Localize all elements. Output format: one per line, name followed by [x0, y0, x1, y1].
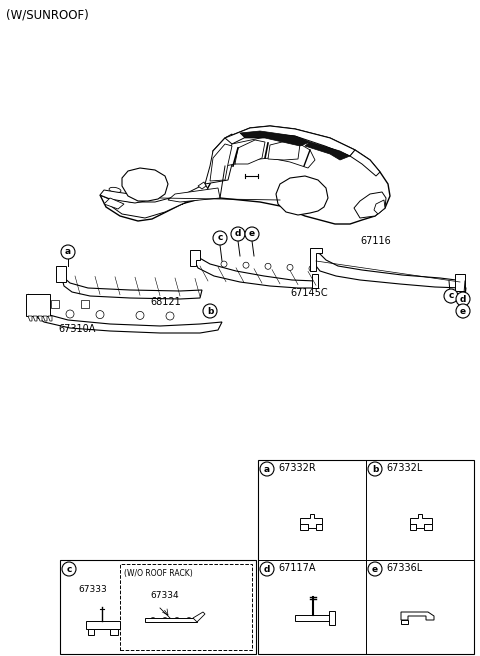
- Circle shape: [444, 289, 458, 303]
- Text: 67310A: 67310A: [58, 324, 96, 334]
- Polygon shape: [145, 618, 197, 622]
- Circle shape: [245, 227, 259, 241]
- Bar: [258, 460, 474, 654]
- Bar: [51, 300, 59, 308]
- Polygon shape: [276, 176, 328, 215]
- Polygon shape: [312, 274, 318, 288]
- Text: 67334: 67334: [150, 592, 179, 600]
- Text: 67332L: 67332L: [386, 463, 422, 473]
- Text: a: a: [264, 464, 270, 474]
- Text: 67336L: 67336L: [386, 563, 422, 573]
- Text: 67116: 67116: [360, 236, 391, 246]
- Polygon shape: [310, 248, 322, 271]
- Text: a: a: [65, 247, 71, 256]
- Polygon shape: [193, 612, 205, 622]
- Polygon shape: [28, 316, 32, 321]
- Circle shape: [456, 292, 470, 306]
- Text: b: b: [372, 464, 378, 474]
- Text: (W/SUNROOF): (W/SUNROOF): [6, 8, 89, 21]
- Bar: [120, 564, 252, 650]
- Polygon shape: [329, 611, 335, 625]
- Polygon shape: [28, 294, 222, 333]
- Text: e: e: [249, 230, 255, 239]
- Polygon shape: [350, 150, 380, 176]
- Polygon shape: [300, 514, 322, 528]
- Polygon shape: [225, 126, 355, 156]
- Circle shape: [368, 562, 382, 576]
- Text: c: c: [217, 234, 223, 243]
- Polygon shape: [26, 294, 50, 316]
- Polygon shape: [38, 316, 42, 321]
- Text: d: d: [460, 295, 466, 304]
- Polygon shape: [108, 184, 208, 218]
- Circle shape: [260, 562, 274, 576]
- Text: c: c: [448, 291, 454, 300]
- Bar: [81, 300, 89, 308]
- Circle shape: [456, 304, 470, 318]
- Polygon shape: [316, 524, 322, 530]
- Polygon shape: [43, 316, 47, 321]
- Polygon shape: [410, 514, 432, 528]
- Polygon shape: [225, 136, 315, 168]
- Polygon shape: [354, 192, 386, 218]
- Polygon shape: [455, 274, 465, 291]
- Circle shape: [368, 462, 382, 476]
- Polygon shape: [192, 256, 316, 288]
- Text: (W/O ROOF RACK): (W/O ROOF RACK): [124, 569, 193, 578]
- Polygon shape: [295, 615, 331, 621]
- Text: b: b: [207, 306, 213, 316]
- Circle shape: [260, 462, 274, 476]
- Text: c: c: [66, 565, 72, 573]
- Polygon shape: [410, 524, 416, 530]
- Polygon shape: [401, 612, 434, 620]
- Circle shape: [213, 231, 227, 245]
- Polygon shape: [104, 198, 124, 209]
- Polygon shape: [401, 620, 408, 624]
- Polygon shape: [168, 188, 220, 202]
- Polygon shape: [374, 200, 385, 214]
- Polygon shape: [240, 131, 310, 146]
- Polygon shape: [305, 142, 350, 160]
- Text: e: e: [372, 565, 378, 573]
- Polygon shape: [88, 629, 94, 635]
- Polygon shape: [205, 134, 235, 184]
- Polygon shape: [210, 144, 232, 181]
- Polygon shape: [424, 524, 432, 530]
- Polygon shape: [56, 266, 66, 282]
- Bar: [60, 560, 256, 654]
- Polygon shape: [86, 621, 120, 629]
- Text: 67333: 67333: [78, 586, 107, 594]
- Polygon shape: [190, 250, 200, 266]
- Text: 67332R: 67332R: [278, 463, 316, 473]
- Polygon shape: [235, 140, 265, 164]
- Polygon shape: [198, 182, 206, 189]
- Text: 67117A: 67117A: [278, 563, 315, 573]
- Text: 67145C: 67145C: [290, 288, 328, 298]
- Text: e: e: [460, 306, 466, 316]
- Polygon shape: [33, 316, 37, 321]
- Circle shape: [231, 227, 245, 241]
- Polygon shape: [312, 251, 464, 288]
- Polygon shape: [268, 140, 300, 160]
- Polygon shape: [60, 271, 202, 299]
- Polygon shape: [100, 190, 145, 203]
- Polygon shape: [110, 629, 118, 635]
- Polygon shape: [100, 126, 390, 224]
- Text: 68121: 68121: [150, 297, 181, 307]
- Circle shape: [203, 304, 217, 318]
- Polygon shape: [122, 168, 168, 201]
- Circle shape: [61, 245, 75, 259]
- Polygon shape: [48, 316, 52, 321]
- Text: d: d: [235, 230, 241, 239]
- Text: d: d: [264, 565, 270, 573]
- Circle shape: [62, 562, 76, 576]
- Polygon shape: [300, 524, 308, 530]
